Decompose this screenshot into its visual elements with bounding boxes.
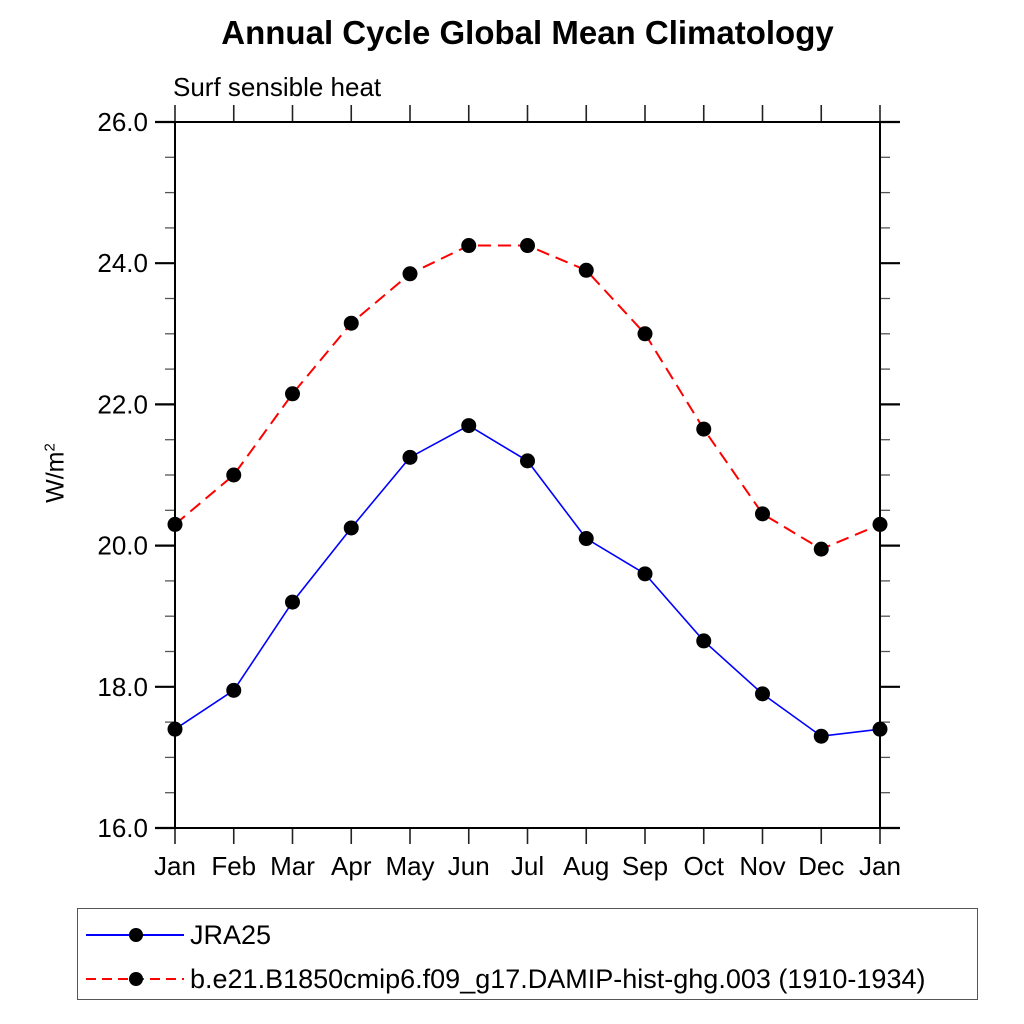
- data-point-marker: [520, 238, 535, 254]
- data-point-marker: [872, 516, 888, 532]
- legend-label-0: JRA25: [190, 919, 272, 950]
- y-axis-tick-label: 24.0: [97, 248, 148, 278]
- legend-item-damip: b.e21.B1850cmip6.f09_g17.DAMIP-hist-ghg.…: [85, 957, 925, 1001]
- series-line-1: [174, 244, 881, 551]
- data-point-marker: [696, 421, 712, 437]
- data-point-marker: [402, 449, 418, 465]
- legend-sample-line-0: [86, 928, 184, 942]
- data-point-marker: [226, 467, 242, 483]
- data-point-marker: [813, 541, 829, 557]
- legend-marker-icon: [129, 928, 143, 942]
- data-point-marker: [226, 682, 242, 698]
- data-point-marker: [343, 520, 359, 536]
- data-point-marker: [637, 566, 653, 582]
- data-point-marker: [696, 633, 712, 649]
- data-point-marker: [755, 686, 770, 702]
- x-axis-tick-label: May: [385, 851, 434, 881]
- chart-title: Annual Cycle Global Mean Climatology: [221, 14, 834, 51]
- data-point-marker: [578, 262, 594, 278]
- y-axis-tick-label: 18.0: [97, 672, 148, 702]
- data-point-marker: [402, 266, 418, 282]
- data-point-marker: [343, 315, 359, 331]
- x-axis-tick-label: Sep: [622, 851, 668, 881]
- data-point-marker: [167, 516, 183, 532]
- legend-item-jra25: JRA25: [85, 913, 271, 957]
- data-point-marker: [285, 386, 300, 402]
- legend: JRA25 b.e21.B1850cmip6.f09_g17.DAMIP-his…: [77, 908, 978, 1000]
- y-axis-tick-label: 20.0: [97, 531, 148, 561]
- y-axis-label-exponent: 2: [41, 443, 59, 452]
- data-point-marker: [461, 418, 477, 434]
- data-point-marker: [167, 721, 183, 737]
- y-axis-tick-label: 16.0: [97, 813, 148, 843]
- data-point-marker: [461, 238, 477, 254]
- x-axis-tick-label: Nov: [739, 851, 785, 881]
- x-axis-tick-label: Jan: [859, 851, 901, 881]
- x-axis-tick-label: Jun: [448, 851, 490, 881]
- x-axis-tick-label: Mar: [270, 851, 315, 881]
- x-axis-tick-label: Jan: [154, 851, 196, 881]
- data-point-marker: [285, 594, 300, 610]
- x-axis-tick-label: Feb: [211, 851, 256, 881]
- data-point-marker: [520, 453, 535, 469]
- x-axis-tick-label: Jul: [511, 851, 544, 881]
- data-point-marker: [755, 506, 770, 522]
- x-axis-tick-label: Dec: [798, 851, 844, 881]
- data-point-marker: [813, 728, 829, 744]
- chart-subtitle: Surf sensible heat: [173, 72, 382, 102]
- y-axis-label: W/m2: [41, 443, 70, 503]
- legend-label-1: b.e21.B1850cmip6.f09_g17.DAMIP-hist-ghg.…: [190, 963, 926, 994]
- legend-sample-line-1: [86, 972, 184, 986]
- plot-box: [174, 121, 881, 829]
- x-axis-tick-label: Aug: [563, 851, 609, 881]
- data-point-marker: [872, 721, 888, 737]
- x-axis-tick-label: Apr: [331, 851, 372, 881]
- y-axis-tick-label: 26.0: [97, 107, 148, 137]
- x-axis-tick-label: Oct: [684, 851, 725, 881]
- data-point-marker: [578, 531, 594, 547]
- y-axis-label-text: W/m: [41, 451, 70, 503]
- legend-marker-icon: [129, 972, 143, 986]
- y-axis-tick-label: 22.0: [97, 389, 148, 419]
- series-line-0: [174, 424, 881, 738]
- data-point-marker: [637, 326, 653, 342]
